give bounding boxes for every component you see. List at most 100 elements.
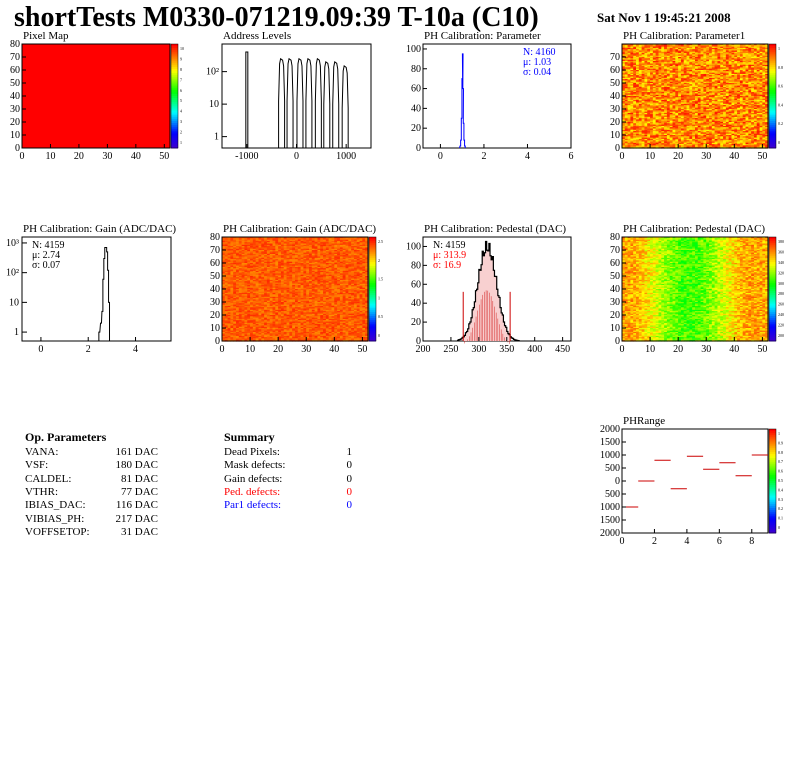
x-tick-label: 250 [443, 344, 458, 355]
palette-cell [769, 303, 776, 307]
palette-label: 0 [778, 140, 780, 145]
x-tick-label: 50 [757, 151, 767, 162]
y-tick-label: 50 [610, 78, 620, 89]
palette-cell [171, 118, 178, 122]
palette-cell [769, 102, 776, 105]
op-parameter-value: 217 DAC [115, 512, 158, 525]
palette-label: 200 [778, 333, 784, 338]
palette-cell [769, 98, 776, 101]
address-peak [296, 57, 304, 148]
palette-cell [769, 79, 776, 82]
summary-name: Gain defects: [224, 472, 283, 485]
address-peak [341, 65, 349, 148]
palette-label: 2.5 [378, 239, 383, 244]
palette-cell [369, 295, 376, 298]
palette-cell [171, 50, 178, 53]
palette-cell [171, 87, 178, 91]
palette-cell [369, 245, 376, 248]
palette-cell [769, 106, 776, 109]
x-tick-label: 30 [102, 151, 112, 162]
palette-cell [769, 297, 776, 300]
palette-cell [769, 268, 776, 271]
palette-cell [769, 441, 776, 445]
y-tick-label: 2000 [600, 424, 620, 435]
y-tick-label: 20 [10, 117, 20, 128]
palette-cell [369, 253, 376, 257]
palette-cell [769, 64, 776, 68]
palette-cell [369, 301, 376, 305]
palette-cell [769, 139, 776, 143]
x-tick-label: 10 [645, 151, 655, 162]
address-peak [305, 57, 313, 148]
palette-cell [769, 512, 776, 515]
palette-cell [769, 145, 776, 149]
palette-cell [769, 93, 776, 97]
palette-cell [171, 81, 178, 85]
y-tick-label: 0 [615, 476, 620, 487]
palette-label: 0.5 [378, 314, 383, 319]
summary-table: Summary Dead Pixels: 1 Mask defects: 0 Gain … [224, 430, 404, 520]
palette-label: 0.2 [778, 506, 783, 511]
stat-label: N: 4160 [523, 47, 556, 58]
y-tick-label: 1000 [600, 450, 620, 461]
palette-cell [171, 62, 178, 66]
palette-cell [769, 334, 776, 338]
pedestal-map-palette [768, 236, 777, 342]
palette-cell [171, 93, 178, 97]
y-tick-label: 40 [610, 284, 620, 295]
plot-frame [221, 43, 372, 149]
x-tick-label: 4 [525, 151, 530, 162]
palette-cell [769, 118, 776, 122]
palette-cell [769, 460, 776, 463]
palette-cell [369, 320, 376, 323]
palette-cell [171, 112, 178, 116]
palette-cell [769, 255, 776, 259]
y-tick-label: 10² [6, 268, 19, 279]
palette-cell [171, 71, 178, 74]
palette-cell [769, 278, 776, 282]
x-tick-label: 1000 [336, 151, 356, 162]
address-peak [278, 57, 286, 148]
palette-cell [769, 336, 776, 340]
palette-cell [369, 237, 376, 240]
palette-cell [769, 503, 776, 507]
address-peak [323, 60, 331, 148]
palette-cell [769, 261, 776, 265]
op-parameter-name: IBIAS_DAC: [25, 499, 86, 512]
palette-cell [369, 322, 376, 325]
palette-label: 0.7 [778, 459, 783, 464]
y-tick-label: 1500 [600, 437, 620, 448]
palette-cell [769, 73, 776, 76]
palette-label: 360 [778, 249, 784, 254]
x-tick-label: 30 [301, 344, 311, 355]
palette-cell [369, 249, 376, 253]
pedestal-histogram [457, 240, 520, 342]
palette-cell [369, 326, 376, 330]
palette-cell [171, 135, 178, 139]
palette-cell [769, 447, 776, 451]
palette-cell [769, 60, 776, 64]
palette-cell [769, 501, 776, 505]
palette-cell [171, 102, 178, 105]
palette-cell [171, 64, 178, 68]
gain-map-cells [222, 237, 369, 342]
palette-cell [769, 462, 776, 465]
palette-cell [769, 332, 776, 336]
x-tick-label: 2 [86, 344, 91, 355]
palette-cell [369, 272, 376, 275]
palette-cell [769, 237, 776, 240]
op-parameter-value: 31 DAC [121, 525, 158, 538]
palette-cell [769, 489, 776, 492]
palette-label: 9 [180, 56, 182, 61]
palette-cell [369, 328, 376, 332]
palette-cell [769, 470, 776, 474]
palette-cell [769, 485, 776, 488]
x-tick-label: 400 [527, 344, 542, 355]
pedestal-map-cells [622, 237, 769, 342]
palette-cell [369, 305, 376, 309]
ph-calibration-pedestal-map-title: PH Calibration: Pedestal (DAC) [623, 223, 766, 235]
palette-cell [769, 311, 776, 315]
x-tick-label: 0 [220, 344, 225, 355]
